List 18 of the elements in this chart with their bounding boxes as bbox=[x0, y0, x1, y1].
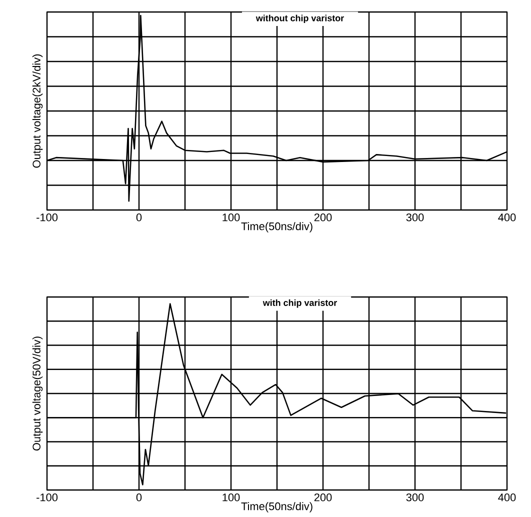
x-tick-label: 200 bbox=[314, 494, 332, 502]
x-tick-label: 100 bbox=[222, 214, 240, 222]
y-axis-title: Output voltage(2kV/div) bbox=[32, 54, 43, 168]
x-tick-label: 300 bbox=[406, 214, 424, 222]
x-axis-title: Time(50ns/div) bbox=[241, 502, 312, 512]
x-tick-label: 400 bbox=[498, 494, 516, 502]
chart-title: with chip varistor bbox=[262, 299, 337, 308]
y-axis-title: Output voltage(50V/div) bbox=[32, 336, 43, 451]
chart-title: without chip varistor bbox=[256, 14, 344, 24]
x-axis-title: Time(50ns/div) bbox=[241, 222, 312, 232]
x-tick-label: 400 bbox=[498, 214, 516, 222]
x-tick-label: 100 bbox=[222, 494, 240, 502]
x-tick-label: 200 bbox=[314, 214, 332, 222]
x-tick-label: -100 bbox=[36, 494, 58, 502]
x-tick-label: 0 bbox=[136, 214, 142, 222]
x-tick-label: -100 bbox=[36, 214, 58, 222]
x-tick-label: 0 bbox=[136, 494, 142, 502]
x-tick-label: 300 bbox=[406, 494, 424, 502]
